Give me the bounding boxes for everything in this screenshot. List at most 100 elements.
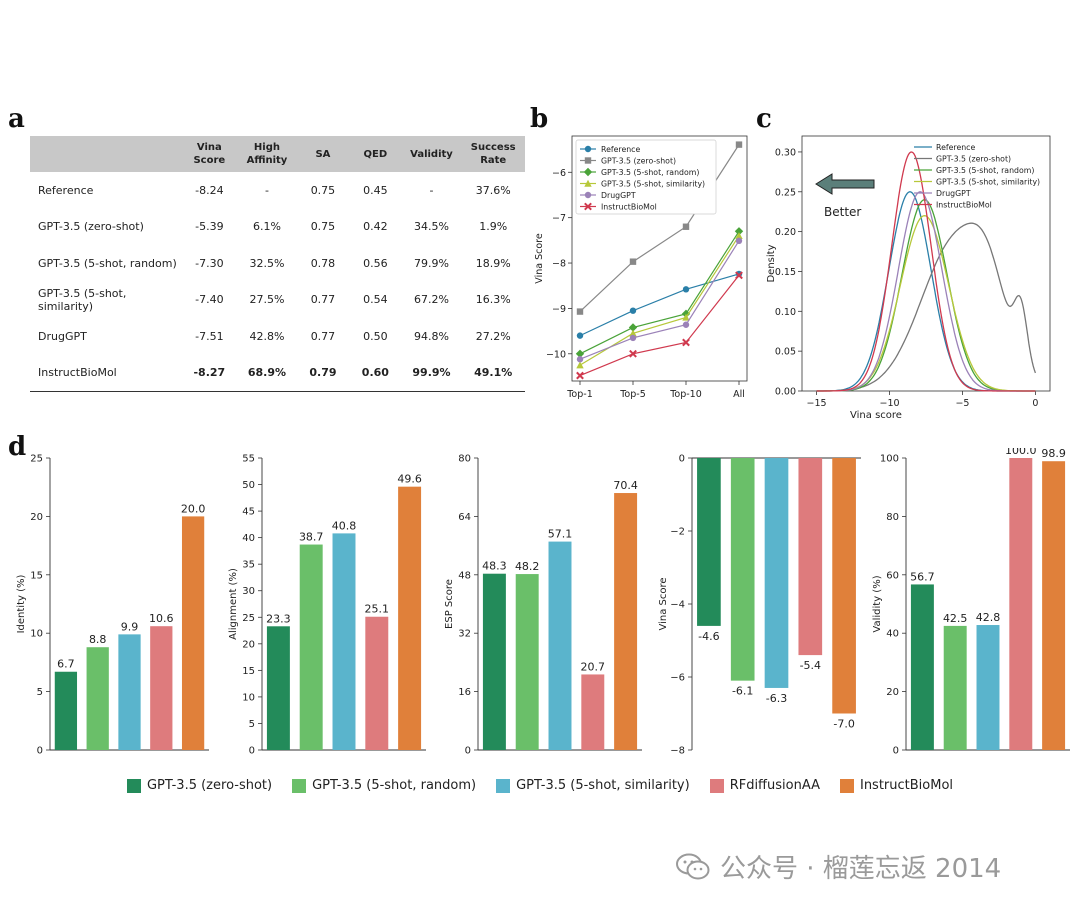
table-row: GPT-3.5 (5-shot, random) -7.30 32.5% 0.78 0.… — [30, 245, 525, 282]
series-path — [579, 240, 740, 360]
y-axis-label: Validity (%) — [872, 575, 883, 632]
legend-item: GPT-3.5 (zero-shot) — [126, 778, 273, 793]
y-tick-label: 0 — [465, 746, 471, 757]
data-point — [584, 157, 592, 164]
x-tick-label: 0 — [1032, 398, 1038, 409]
column-header: QED — [363, 148, 388, 160]
plot-frame — [571, 135, 748, 382]
y-tick-label: −6 — [670, 673, 685, 684]
legend-swatch — [126, 778, 141, 793]
bar — [697, 458, 721, 626]
table-cell: 16.3% — [475, 293, 511, 307]
column-header: SA — [315, 148, 331, 160]
bar — [798, 458, 823, 656]
data-label: -5.4 — [800, 659, 821, 672]
data-label: 100.0 — [1005, 448, 1037, 457]
bar — [581, 674, 605, 750]
row-label: GPT-3.5 (5-shot, random) — [38, 256, 177, 270]
y-tick-label: 25 — [242, 613, 255, 624]
y-tick-label: −6 — [552, 168, 566, 179]
table-cell: 0.77 — [310, 293, 336, 307]
bar — [118, 634, 141, 750]
table-cell: 49.1% — [461, 354, 525, 392]
legend-label: GPT-3.5 (zero-shot) — [146, 778, 273, 793]
y-tick-label: 55 — [242, 454, 255, 465]
x-tick-label: All — [733, 389, 745, 400]
legend-item: GPT-3.5 (5-shot, random) — [292, 778, 476, 793]
table-cell: 42.8% — [249, 329, 285, 343]
data-label: 8.8 — [89, 633, 107, 646]
bar — [365, 616, 389, 750]
table-cell: -7.40 — [195, 293, 224, 307]
table-cell: -5.39 — [195, 220, 224, 234]
top-k-vina-line-chart: −10 −9 −8 −7 −6 Top-1 Top-5 Top-10 All Vina Score… — [534, 135, 748, 400]
better-arrow — [815, 173, 875, 195]
data-label: 49.6 — [397, 473, 422, 486]
data-point — [682, 286, 690, 293]
legend-label: InstructBioMol — [936, 201, 992, 210]
y-tick-label: 5 — [249, 719, 255, 730]
plot-frame — [801, 135, 1051, 392]
table-cell: 0.60 — [349, 354, 402, 392]
data-point — [575, 349, 585, 358]
data-point — [629, 349, 637, 358]
bar — [943, 625, 967, 750]
table-cell: 27.2% — [475, 329, 511, 343]
density-curve — [816, 199, 1036, 392]
y-tick-label: −8 — [670, 746, 685, 757]
data-label: 20.0 — [181, 502, 206, 515]
data-point — [629, 258, 637, 265]
legend-label: DrugGPT — [936, 189, 971, 198]
data-point — [735, 237, 743, 245]
table-cell: 34.5% — [414, 220, 449, 234]
legend-label: GPT-3.5 (5-shot, random) — [312, 778, 477, 793]
data-label: 56.7 — [910, 570, 935, 583]
legend-label: GPT-3.5 (5-shot, random) — [936, 166, 1034, 175]
table-row: GPT-3.5 (5-shot, similarity) -7.40 27.5% 0.… — [30, 282, 525, 319]
alignment-bar-chart: 0 5 10 15 20 25 30 35 40 45 50 55 Alignment (%) 23.3 3… — [228, 454, 426, 757]
data-label: 57.1 — [548, 528, 573, 541]
data-label: 23.3 — [266, 612, 291, 625]
bar — [910, 584, 934, 750]
y-tick-label: 64 — [458, 512, 471, 523]
data-point — [584, 179, 592, 187]
y-tick-label: 20 — [886, 687, 899, 698]
table-cell: 0.78 — [310, 256, 336, 270]
legend-label: GPT-3.5 (5-shot, random) — [601, 168, 699, 177]
y-tick-label: 20 — [242, 639, 255, 650]
data-point — [629, 307, 637, 314]
panel-label-b: b — [530, 104, 549, 134]
arrow-shape — [815, 173, 875, 195]
annotation-label: Better — [824, 205, 861, 219]
y-tick-label: 0 — [679, 454, 685, 465]
data-label: -7.0 — [833, 718, 854, 731]
y-tick-label: 15 — [30, 570, 43, 581]
data-label: 70.4 — [613, 479, 638, 492]
bar — [764, 458, 789, 688]
table-cell: 27.5% — [249, 293, 285, 307]
data-label: 20.7 — [581, 660, 606, 673]
data-label: -4.6 — [698, 630, 719, 643]
bar — [730, 458, 755, 681]
table-cell: 0.50 — [363, 329, 388, 343]
table-cell: 37.6% — [475, 183, 511, 197]
legend-item: RFdiffusionAA — [709, 778, 820, 793]
x-tick-label: −10 — [879, 398, 899, 409]
bar — [482, 573, 506, 750]
y-tick-label: 10 — [30, 629, 43, 640]
y-tick-label: 40 — [242, 533, 255, 544]
bar — [332, 533, 356, 750]
bar — [266, 626, 290, 750]
table-cell: 0.75 — [310, 220, 336, 234]
y-tick-label: 20 — [30, 512, 43, 523]
bar — [614, 493, 638, 750]
legend-label: Reference — [601, 145, 640, 154]
y-tick-label: 0.20 — [775, 227, 796, 238]
row-label: Reference — [38, 183, 94, 197]
data-point — [576, 361, 584, 369]
vina-density-chart: 0.00 0.05 0.10 0.15 0.20 0.25 0.30 −15 −10 −5 0 Vin… — [766, 135, 1051, 418]
x-tick-label: −5 — [955, 398, 969, 409]
wechat-icon — [676, 853, 710, 879]
table-cell: 0.77 — [310, 329, 336, 343]
data-label: 42.5 — [943, 612, 968, 625]
